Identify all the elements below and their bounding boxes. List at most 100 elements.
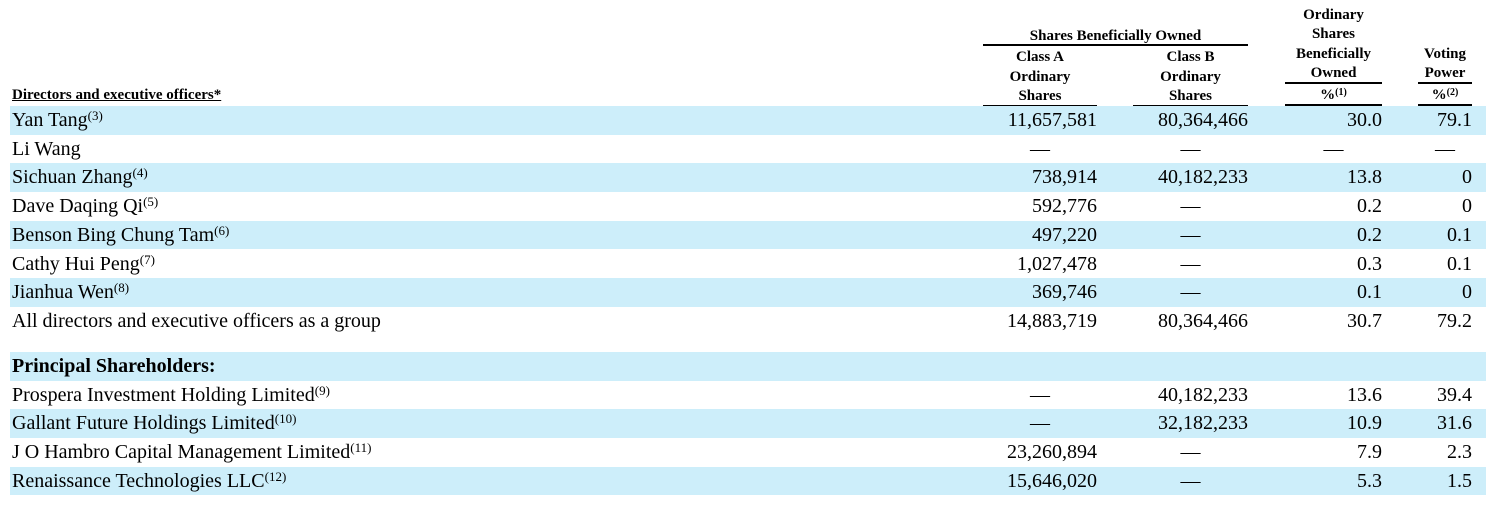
column-header-line: Ordinary [1009, 68, 1071, 85]
cell: 40,182,233 [1158, 383, 1248, 406]
unit: % [1431, 87, 1447, 103]
cell: 15,646,020 [1007, 469, 1097, 492]
row-shade [10, 352, 1486, 381]
row-label: Li Wang [12, 135, 81, 163]
cell: 79.1 [1437, 109, 1472, 131]
cell: 2.3 [1447, 441, 1472, 464]
cell: 0.1 [1447, 252, 1472, 275]
footnote-ref: (11) [350, 440, 372, 456]
name: Sichuan Zhang [12, 166, 133, 189]
footnote-ref: (8) [113, 280, 130, 296]
cell: — [1180, 137, 1201, 160]
column-header-line: Voting [1424, 45, 1466, 62]
unit: % [1320, 87, 1336, 103]
row-label: Jianhua Wen(8) [12, 278, 129, 306]
name: Yan Tang [12, 109, 88, 131]
cell: 13.8 [1347, 166, 1382, 189]
column-header-line: Beneficially [1296, 45, 1371, 62]
section-header: Principal Shareholders: [12, 355, 216, 377]
row-label: Benson Bing Chung Tam(6) [12, 221, 229, 249]
row-shade [10, 466, 1486, 496]
cell: 39.4 [1437, 383, 1472, 406]
name: Jianhua Wen [12, 281, 114, 304]
cell: 30.7 [1347, 309, 1382, 332]
row-shade [10, 163, 1486, 193]
column-header-line: Ordinary [1160, 68, 1221, 85]
cell: — [1030, 412, 1050, 435]
cell: — [1180, 252, 1201, 275]
cell: — [1180, 469, 1201, 492]
cell: 0 [1462, 166, 1472, 189]
row-label: All directors and executive officers as … [12, 307, 381, 335]
footnote-ref: (5) [143, 194, 159, 210]
cell: 0.2 [1357, 223, 1382, 246]
rule [1133, 105, 1248, 107]
group-header: Shares Beneficially Owned [1029, 28, 1202, 44]
cell: 592,776 [1032, 195, 1097, 218]
cell: 0 [1462, 281, 1472, 304]
column-header-line: Class B [1166, 49, 1215, 65]
footnote-ref: (6) [214, 222, 230, 238]
name: Prospera Investment Holding Limited [12, 383, 315, 406]
footnote-ref: (4) [132, 165, 148, 181]
cell: 31.6 [1437, 412, 1472, 435]
column-header-line: Shares [1018, 88, 1062, 104]
rule [1418, 104, 1472, 106]
row-label: Sichuan Zhang(4) [12, 163, 148, 191]
cell: 10.9 [1347, 412, 1382, 435]
cell: 79.2 [1437, 309, 1472, 332]
cell: — [1180, 223, 1201, 246]
row-label: Gallant Future Holdings Limited(10) [12, 409, 296, 437]
cell: 13.6 [1347, 383, 1382, 406]
name: Dave Daqing Qi [12, 195, 144, 218]
row-shade [10, 106, 1486, 135]
cell: 23,260,894 [1007, 441, 1097, 464]
footnote-ref: (2) [1446, 87, 1459, 98]
footnote-ref: (7) [139, 251, 155, 267]
cell: 738,914 [1032, 166, 1097, 189]
cell: 1,027,478 [1017, 252, 1097, 275]
name: Li Wang [12, 137, 81, 160]
row-label: Prospera Investment Holding Limited(9) [12, 381, 330, 409]
row-label: Yan Tang(3) [12, 106, 103, 134]
cell: 32,182,233 [1158, 412, 1248, 435]
cell: 80,364,466 [1158, 109, 1248, 131]
column-header-line: Power [1424, 65, 1466, 81]
cell: 5.3 [1357, 469, 1382, 492]
name: Gallant Future Holdings Limited [12, 412, 275, 435]
column-header: Directors and executive officers* [12, 87, 222, 103]
cell: 40,182,233 [1158, 166, 1248, 189]
name: J O Hambro Capital Management Limited [12, 441, 351, 464]
cell: 0.3 [1357, 252, 1382, 275]
cell: 30.0 [1347, 109, 1382, 131]
cell: 0.1 [1447, 223, 1472, 246]
name: Renaissance Technologies LLC [12, 469, 265, 492]
column-header-line: Class A [1016, 49, 1064, 65]
name: Cathy Hui Peng [12, 252, 140, 275]
footnote-ref: (10) [274, 411, 297, 427]
footnote-ref: (9) [314, 382, 330, 398]
footnote-ref: (3) [87, 108, 103, 123]
rule [1285, 82, 1382, 84]
cell: 11,657,581 [1007, 109, 1097, 131]
row-shade [10, 220, 1486, 250]
cell: 497,220 [1032, 223, 1097, 246]
cell: — [1180, 281, 1201, 304]
cell: 0.1 [1357, 281, 1382, 304]
cell: — [1180, 195, 1201, 218]
rule [1285, 104, 1382, 106]
cell: 0.2 [1357, 195, 1382, 218]
row-label: Dave Daqing Qi(5) [12, 192, 158, 220]
footnote-ref: (12) [264, 468, 287, 484]
cell: 369,746 [1032, 281, 1097, 304]
cell: — [1323, 137, 1344, 160]
cell: 14,883,719 [1007, 309, 1097, 332]
row-shade [10, 409, 1486, 439]
name: All directors and executive officers as … [12, 309, 381, 332]
rule [983, 44, 1248, 46]
row-label: Renaissance Technologies LLC(12) [12, 467, 286, 495]
row-shade [10, 278, 1486, 307]
cell: — [1030, 383, 1050, 406]
row-label: J O Hambro Capital Management Limited(11… [12, 438, 371, 466]
